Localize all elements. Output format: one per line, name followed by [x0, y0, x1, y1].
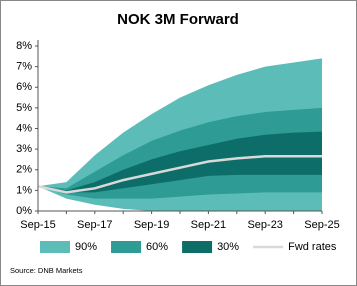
x-tick-label: Sep-15 — [20, 219, 55, 231]
legend-swatch — [182, 241, 213, 253]
y-tick-label: 8% — [16, 40, 32, 52]
y-tick-label: 2% — [16, 164, 32, 176]
fan-band — [38, 131, 322, 193]
y-tick-label: 4% — [16, 122, 32, 134]
legend-label: 30% — [217, 241, 239, 253]
chart-title: NOK 3M Forward — [117, 11, 239, 28]
x-tick-label: Sep-25 — [304, 219, 339, 231]
source: Source: DNB Markets — [10, 266, 83, 275]
y-tick-label: 3% — [16, 143, 32, 155]
legend-label: Fwd rates — [288, 241, 337, 253]
legend-label: 90% — [75, 241, 97, 253]
legend-label: 60% — [146, 241, 168, 253]
x-tick-label: Sep-21 — [191, 219, 226, 231]
x-tick-label: Sep-23 — [247, 219, 282, 231]
y-tick-label: 7% — [16, 61, 32, 73]
legend-swatch — [111, 241, 142, 253]
legend-swatch — [40, 241, 70, 253]
y-tick-label: 6% — [16, 81, 32, 93]
x-tick-label: Sep-17 — [77, 219, 112, 231]
fwd-line — [37, 155, 322, 194]
x-tick-label: Sep-19 — [134, 219, 169, 231]
y-tick-label: 5% — [16, 102, 32, 114]
y-tick-label: 0% — [16, 205, 32, 217]
y-tick-label: 1% — [16, 184, 32, 196]
